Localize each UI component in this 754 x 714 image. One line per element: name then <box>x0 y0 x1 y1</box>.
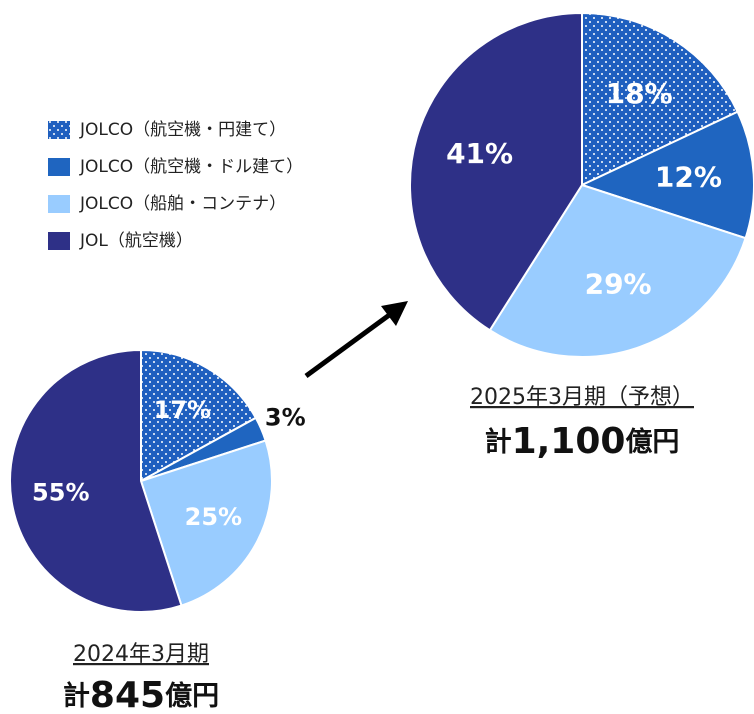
slice-label: 18% <box>606 77 673 110</box>
slice-label: 12% <box>655 160 722 193</box>
pie-slice <box>139 439 273 607</box>
arrow-shaft <box>304 310 394 379</box>
pie-slice <box>581 11 739 187</box>
pie-slice <box>140 348 258 483</box>
pie-slice <box>409 11 583 332</box>
slice-label: 29% <box>585 267 652 300</box>
arrow-head <box>381 301 408 326</box>
total-suffix: 億円 <box>625 427 679 458</box>
legend-label: JOLCO（航空機・ドル建て） <box>79 157 303 177</box>
total-label: 計845億円 <box>63 675 219 714</box>
slice-label: 25% <box>185 503 242 531</box>
legend-label: JOLCO（船舶・コンテナ） <box>79 194 286 214</box>
slice-label: 41% <box>446 137 513 170</box>
legend-label: JOL（航空機） <box>79 231 193 251</box>
slice-label: 17% <box>154 396 211 424</box>
legend-swatch <box>48 121 70 139</box>
total-value: 1,100 <box>512 421 626 462</box>
total-label: 計1,100億円 <box>485 421 680 462</box>
total-suffix: 億円 <box>165 681 219 712</box>
legend-swatch <box>48 195 70 213</box>
legend-label: JOLCO（航空機・円建て） <box>79 120 286 140</box>
slice-label: 3% <box>265 404 306 432</box>
legend-swatch <box>48 232 70 250</box>
total-prefix: 計 <box>485 426 512 458</box>
legend-swatch <box>48 158 70 176</box>
pie-slice <box>488 183 747 358</box>
total-prefix: 計 <box>63 680 90 712</box>
slice-label: 55% <box>32 479 89 507</box>
period-label: 2024年3月期 <box>73 642 209 667</box>
pie-slice <box>9 348 183 613</box>
period-label: 2025年3月期（予想） <box>470 385 694 410</box>
total-value: 845 <box>90 675 165 714</box>
